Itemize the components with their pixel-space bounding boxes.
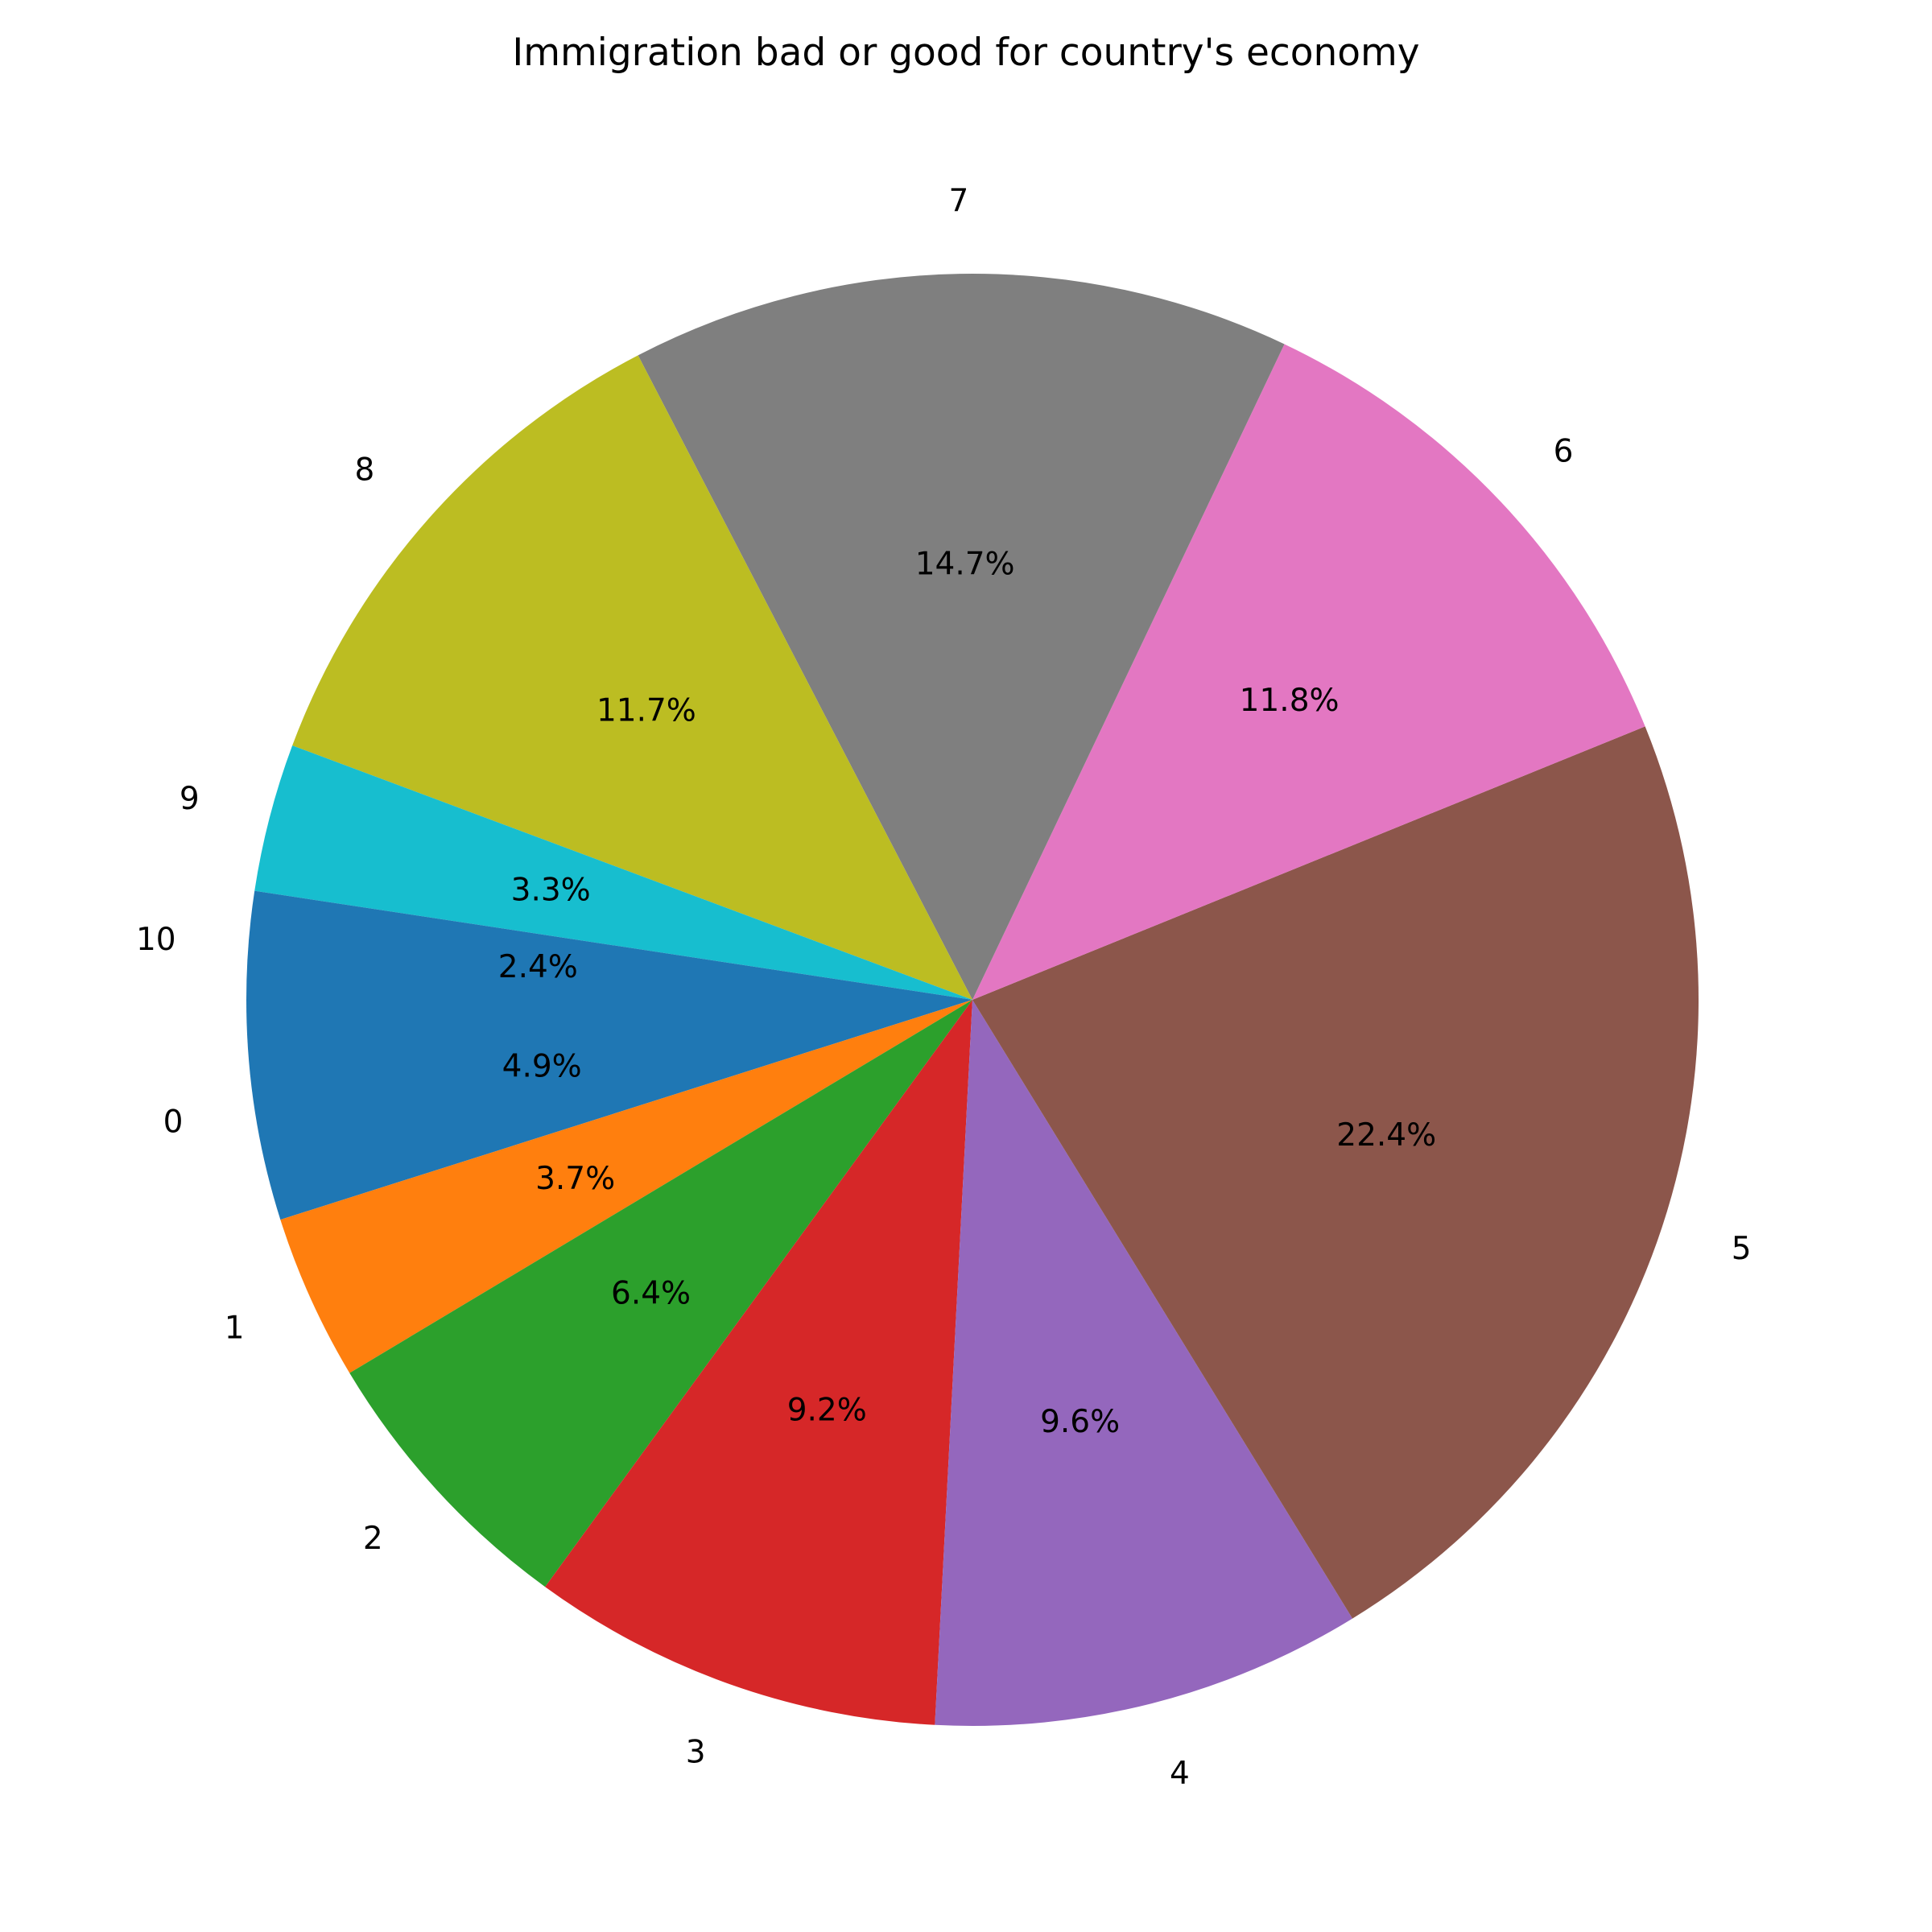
slice-percent-label-10: 2.4% (498, 949, 578, 985)
slice-percent-label-1: 3.7% (535, 1161, 615, 1197)
slice-category-label-7: 7 (948, 183, 968, 219)
pie-slice-3 (545, 1000, 972, 1725)
slice-percent-label-8: 11.7% (597, 693, 696, 729)
slice-percent-label-7: 14.7% (915, 546, 1015, 582)
slice-percent-label-5: 22.4% (1336, 1117, 1436, 1154)
slices-layer (246, 273, 1699, 1726)
slice-percent-label-0: 4.9% (502, 1048, 582, 1084)
pie-slice-8 (292, 355, 973, 1001)
pie-slice-1 (280, 1000, 972, 1373)
slice-percent-label-3: 9.2% (787, 1393, 867, 1429)
labels-layer: 0 4.9% 1 3.7% 2 6.4% 3 9.2% 4 9.6% 5 22.4% 6 11.8% 7 14… (136, 183, 1752, 1792)
pie-slice-0 (246, 1000, 972, 1220)
slice-percent-label-6: 11.8% (1240, 683, 1340, 719)
pie-slice-10 (246, 890, 972, 1000)
pie-slice-5 (972, 726, 1699, 1619)
slice-percent-label-4: 9.6% (1040, 1404, 1120, 1440)
slice-category-label-1: 1 (225, 1310, 245, 1346)
slice-category-label-0: 0 (163, 1104, 184, 1140)
pie-slice-7 (638, 273, 1285, 1000)
slice-category-label-9: 9 (180, 781, 200, 817)
slice-category-label-3: 3 (686, 1735, 706, 1771)
pie-slice-4 (935, 1000, 1353, 1726)
slice-category-label-8: 8 (354, 452, 374, 489)
pie-slice-2 (349, 1000, 972, 1587)
chart-title: Immigration bad or good for country's ec… (512, 31, 1420, 75)
pie-slice-6 (972, 344, 1645, 1000)
pie-slice-9 (254, 745, 973, 1000)
slice-category-label-5: 5 (1732, 1231, 1752, 1267)
slice-category-label-10: 10 (136, 922, 176, 958)
slice-category-label-6: 6 (1554, 434, 1574, 470)
slice-category-label-2: 2 (363, 1521, 383, 1557)
slice-category-label-4: 4 (1170, 1756, 1190, 1792)
slice-percent-label-9: 3.3% (511, 872, 591, 908)
slice-percent-label-2: 6.4% (611, 1276, 691, 1312)
